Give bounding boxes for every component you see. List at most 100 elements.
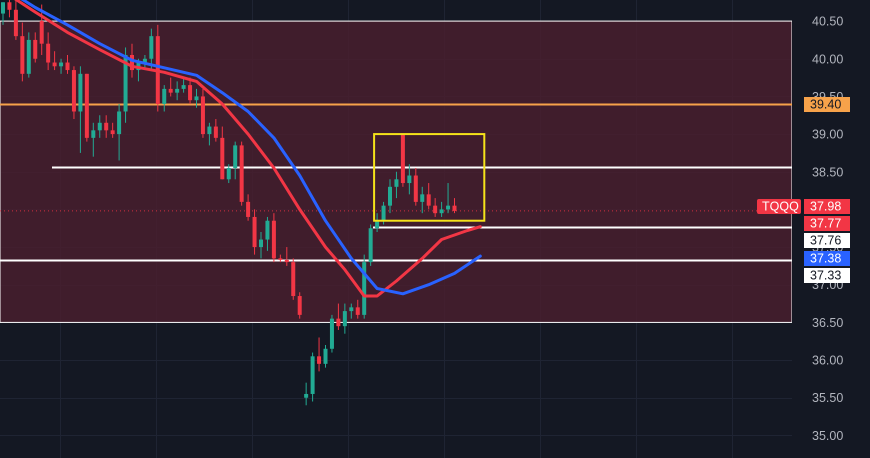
candle-up bbox=[310, 352, 315, 402]
candle-body bbox=[123, 54, 128, 112]
candle-up bbox=[181, 77, 186, 93]
candle-up bbox=[323, 345, 328, 368]
candle-up bbox=[375, 213, 380, 233]
candle-body bbox=[13, 9, 18, 37]
candle-down bbox=[220, 126, 225, 180]
candle-down bbox=[413, 167, 418, 206]
candle-body bbox=[46, 43, 51, 63]
candle-body bbox=[297, 296, 302, 315]
candle-body bbox=[259, 239, 263, 248]
candle-up bbox=[207, 122, 212, 146]
candle-body bbox=[39, 21, 44, 44]
candle-body bbox=[310, 356, 315, 394]
candle-down bbox=[71, 66, 76, 120]
candle-down bbox=[39, 4, 44, 55]
candle-up bbox=[123, 47, 128, 123]
candle-body bbox=[336, 318, 341, 327]
candle-body bbox=[175, 88, 180, 93]
candle-up bbox=[226, 164, 231, 184]
last-price-tag: 37.98 bbox=[804, 199, 850, 214]
blue-ma-tag-label: 37.38 bbox=[810, 252, 841, 266]
candle-body bbox=[329, 318, 334, 349]
candle-body bbox=[52, 62, 57, 67]
candle-down bbox=[278, 254, 283, 263]
last-price-tag-background bbox=[804, 199, 850, 214]
candle-up bbox=[97, 115, 102, 138]
candle-body bbox=[226, 167, 231, 180]
price-axis-tick-label: 40.00 bbox=[812, 52, 843, 66]
candle-up bbox=[420, 186, 425, 214]
candle-body bbox=[1, 2, 5, 14]
candle-down bbox=[246, 194, 251, 221]
candle-down bbox=[168, 77, 173, 97]
candle-body bbox=[97, 122, 102, 131]
candle-down bbox=[297, 292, 302, 319]
candle-body bbox=[265, 220, 270, 240]
candle-body bbox=[246, 201, 251, 217]
candle-down bbox=[104, 115, 109, 138]
candle-body bbox=[426, 194, 431, 206]
candle-body bbox=[433, 205, 438, 214]
candle-down bbox=[65, 54, 70, 74]
orange-level-tag-background bbox=[804, 97, 850, 112]
candle-body bbox=[400, 134, 405, 184]
candle-down bbox=[110, 122, 115, 138]
candle-body bbox=[104, 122, 109, 131]
candle-body bbox=[452, 205, 457, 211]
ticker-tag: TQQQ bbox=[757, 199, 801, 214]
candle-down bbox=[433, 198, 438, 217]
candle-up bbox=[342, 303, 347, 334]
candle-body bbox=[407, 175, 412, 184]
candle-down bbox=[52, 51, 57, 71]
highlight-box bbox=[373, 133, 486, 222]
candle-down bbox=[188, 77, 193, 104]
candle-body bbox=[420, 194, 425, 202]
price-axis-tick-label: 35.50 bbox=[812, 391, 843, 405]
candle-body bbox=[26, 39, 31, 74]
candle-body bbox=[117, 111, 122, 135]
candle-down bbox=[426, 183, 431, 210]
candle-up bbox=[439, 201, 444, 217]
candle-up bbox=[329, 314, 334, 353]
candle-body bbox=[349, 307, 354, 312]
candle-body bbox=[110, 130, 115, 135]
price-axis-tick-label: 38.50 bbox=[812, 165, 843, 179]
candle-down bbox=[271, 213, 276, 263]
candle-up bbox=[446, 183, 451, 214]
candle-down bbox=[252, 209, 257, 255]
candle-body bbox=[388, 186, 392, 206]
candle-body bbox=[213, 126, 218, 138]
candle-down bbox=[317, 337, 322, 372]
candle-body bbox=[220, 137, 225, 180]
candle-body bbox=[149, 36, 154, 59]
candle-up bbox=[26, 32, 31, 78]
price-axis-tick-label: 35.00 bbox=[812, 429, 843, 443]
candle-up bbox=[259, 232, 263, 259]
candle-body bbox=[78, 73, 83, 112]
candle-body bbox=[200, 96, 205, 135]
candle-down bbox=[33, 32, 38, 63]
ticker-tag-label: TQQQ bbox=[762, 200, 799, 214]
candle-up bbox=[117, 103, 122, 161]
candle-down bbox=[20, 22, 25, 82]
highlight-box-layer bbox=[373, 133, 486, 222]
candle-body bbox=[304, 393, 309, 398]
candle-up bbox=[368, 224, 373, 266]
candle-body bbox=[233, 145, 238, 168]
candle-down bbox=[336, 303, 341, 330]
candle-up bbox=[233, 141, 238, 180]
price-tags-layer: 39.40 TQQQ 37.98 37.77 37.76 37.38 37.33 bbox=[757, 97, 850, 283]
candle-up bbox=[78, 66, 83, 153]
candle-down bbox=[84, 73, 89, 142]
candle-body bbox=[239, 145, 244, 202]
candle-down bbox=[239, 141, 244, 206]
candle-body bbox=[291, 262, 296, 297]
candle-up bbox=[175, 81, 180, 101]
lower-support-tag-background bbox=[804, 268, 850, 283]
candle-body bbox=[7, 2, 12, 10]
candle-down bbox=[200, 88, 205, 138]
lower-support-tag: 37.33 bbox=[804, 268, 850, 283]
candle-body bbox=[252, 216, 257, 248]
candle-up bbox=[388, 179, 392, 214]
